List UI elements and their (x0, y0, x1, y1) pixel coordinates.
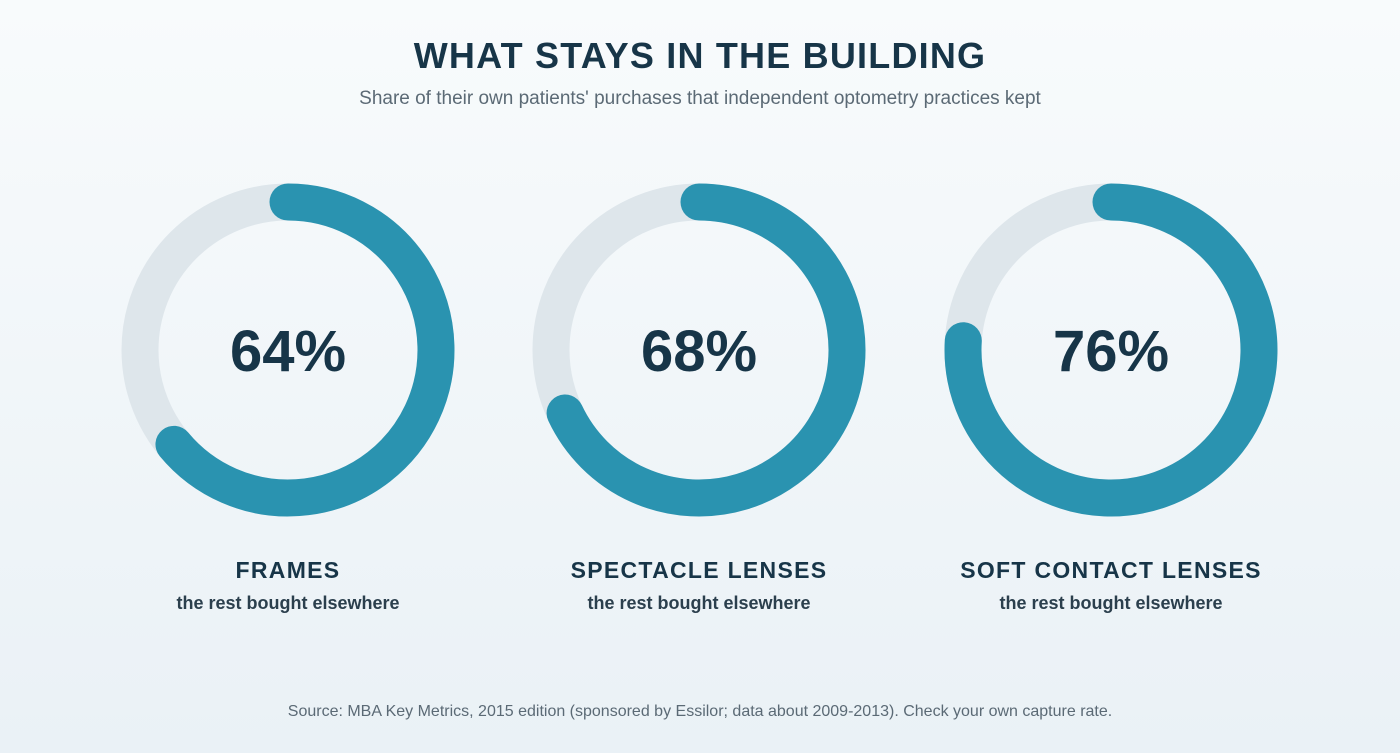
donut-arc (546, 183, 866, 517)
source-note: Source: MBA Key Metrics, 2015 edition (s… (287, 703, 1113, 720)
category-caption: the rest bought elsewhere (176, 593, 399, 613)
donut-value-label: 68% (641, 319, 757, 384)
chart-title: WHAT STAYS IN THE BUILDING (413, 35, 987, 76)
category-label: FRAMES (236, 557, 341, 583)
donut-arc (155, 183, 455, 517)
category-caption: the rest bought elsewhere (999, 593, 1222, 613)
category-caption: the rest bought elsewhere (587, 593, 810, 613)
chart-subtitle: Share of their own patients' purchases t… (359, 88, 1041, 109)
donut-chart: 64% FRAMES the rest bought elsewhere 68% SPE… (121, 183, 1278, 613)
donut-value-label: 76% (1053, 319, 1169, 384)
category-label: SOFT CONTACT LENSES (960, 557, 1262, 583)
donut-group-2: 68% SPECTACLE LENSES the rest bought elsew… (532, 183, 866, 613)
category-label: SPECTACLE LENSES (571, 557, 828, 583)
donut-group-1: 64% FRAMES the rest bought elsewhere (121, 183, 455, 613)
donut-group-3: 76% SOFT CONTACT LENSES the rest bought el… (944, 183, 1278, 613)
donut-value-label: 64% (230, 319, 346, 384)
donut-arc (944, 183, 1278, 517)
